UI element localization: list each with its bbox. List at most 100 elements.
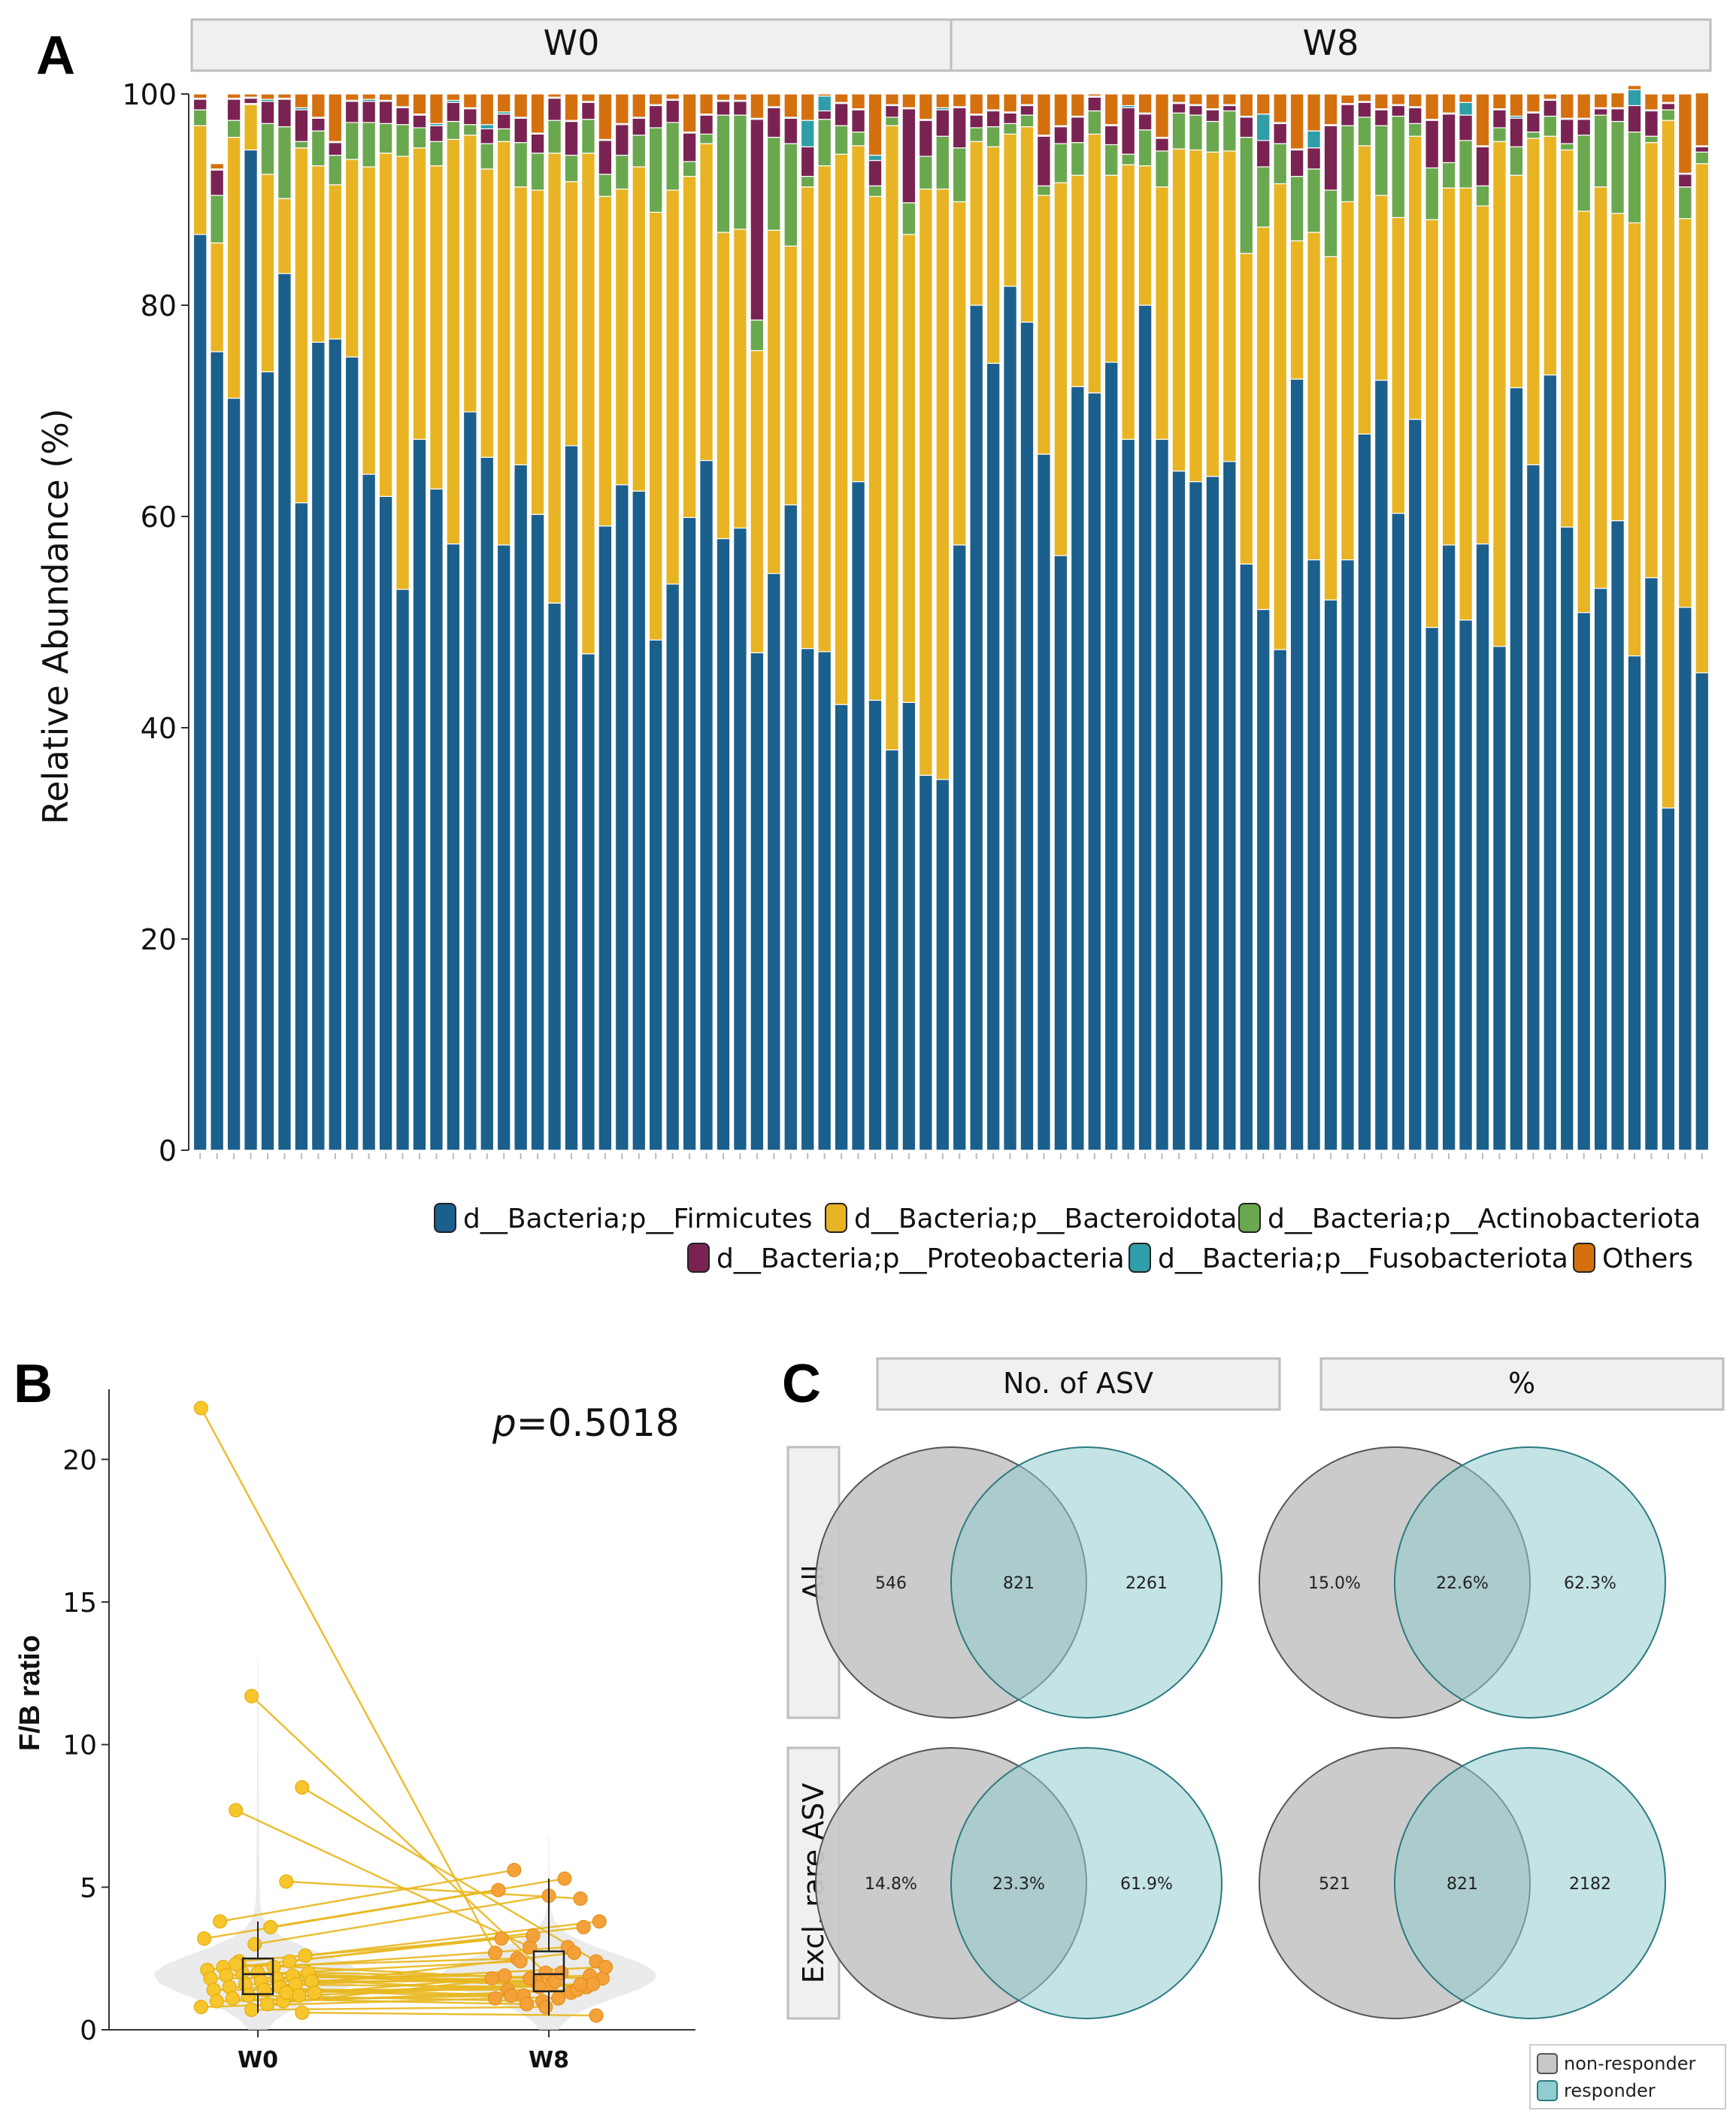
bar-segment [598, 93, 613, 141]
pair-line [304, 1920, 600, 1957]
venn-value-responder: 2261 [1126, 1574, 1168, 1593]
venn-value-nonresponder: 14.8% [865, 1875, 917, 1894]
bar-segment [614, 154, 629, 190]
bar-segment [1661, 109, 1676, 121]
bar-segment [1475, 205, 1490, 545]
bar-segment [598, 174, 613, 197]
bar-segment [766, 107, 781, 138]
bar-segment [260, 101, 275, 124]
bar-segment [952, 147, 967, 202]
bar-segment [1610, 213, 1625, 522]
point-w8 [538, 1965, 553, 1980]
bar-segment [514, 93, 529, 118]
bar-segment [1222, 461, 1237, 1151]
bar-segment [986, 126, 1001, 147]
bar-segment [868, 195, 883, 701]
bar-segment [1459, 140, 1473, 189]
bar-segment [1053, 126, 1068, 144]
bar-segment [766, 229, 781, 574]
point-w8 [484, 1971, 499, 1986]
bar-segment [733, 93, 747, 101]
bar-segment [1341, 125, 1355, 202]
bar-segment [1509, 146, 1524, 176]
bar-segment [1070, 174, 1085, 387]
venn-value-responder: 2182 [1569, 1875, 1611, 1894]
y-tick-label: 0 [159, 1134, 177, 1168]
bar-segment [1289, 149, 1304, 177]
bar-segment [581, 119, 595, 154]
legend-swatch [687, 1243, 710, 1273]
bar-segment [429, 141, 444, 167]
boxplots [241, 1878, 565, 2016]
bar-segment [1256, 609, 1271, 1151]
venn-value-nonresponder: 15.0% [1308, 1574, 1361, 1593]
bar-segment [834, 704, 849, 1151]
bar-segment [1019, 93, 1035, 105]
bar-segment [986, 362, 1001, 1151]
bar-segment [277, 93, 292, 99]
bar-segment [952, 544, 967, 1151]
bar-segment [1003, 123, 1017, 135]
bar-segment [412, 438, 427, 1151]
bar-segment [632, 490, 647, 1151]
bar-segment [1037, 135, 1051, 186]
bar-segment [834, 103, 849, 126]
bar-segment [766, 573, 781, 1151]
bar-segment [1155, 150, 1169, 188]
bar-segment [851, 109, 865, 133]
bar-segment [648, 127, 663, 213]
bar-segment [1341, 104, 1355, 126]
bar-segment [1492, 93, 1507, 110]
bar-segment [547, 93, 562, 98]
bar-segment [598, 525, 613, 1151]
bar-segment [328, 142, 343, 156]
bar-segment [244, 98, 258, 104]
bar-segment [1695, 163, 1710, 674]
bar-segment [632, 166, 647, 492]
bar-segment [1577, 93, 1592, 119]
facet-strip-percent [1319, 1357, 1725, 1411]
bar-segment [817, 119, 832, 167]
bar-segment [1407, 107, 1422, 124]
bar-segment [1644, 142, 1659, 579]
bar-segment [1003, 133, 1017, 287]
bar-segment [1492, 109, 1507, 129]
bar-segment [1019, 104, 1035, 116]
bar-segment [1509, 117, 1524, 147]
point-w0 [260, 1997, 275, 2012]
point-w8 [507, 1863, 522, 1878]
bar-segment [1695, 151, 1710, 165]
bar-segment [868, 185, 883, 197]
bar-segment [1323, 125, 1338, 191]
bar-segment [378, 101, 393, 124]
pair-line [301, 2011, 597, 2017]
bar-segment [244, 149, 258, 1151]
bar-segment [496, 114, 511, 129]
p-value-annotation: p=0.5018 [492, 1401, 680, 1445]
bar-segment [1627, 89, 1642, 107]
bar-segment [446, 93, 461, 101]
bar-segment [395, 124, 410, 157]
bar-segment [378, 123, 393, 154]
legend-label: d__Bacteria;p__Proteobacteria [717, 1243, 1125, 1274]
bar-segment [1138, 114, 1153, 131]
point-w0 [298, 1948, 313, 1963]
point-w0 [308, 1985, 323, 2000]
bar-segment [1037, 195, 1051, 455]
bar-segment [918, 188, 933, 776]
bar-segment [1273, 93, 1288, 123]
bar-segment [192, 234, 208, 1151]
bar-segment [496, 141, 511, 546]
bar-segment [311, 165, 326, 343]
bar-segment [1256, 114, 1271, 141]
bar-segment [1239, 253, 1254, 565]
bar-segment [800, 93, 815, 121]
bar-segment [1577, 210, 1592, 613]
bar-segment [1374, 195, 1389, 381]
bar-segment [1289, 175, 1304, 241]
point-w0 [193, 1401, 208, 1416]
bar-segment [344, 101, 359, 123]
bar-segment [564, 154, 579, 183]
legend-label: Others [1602, 1243, 1693, 1274]
bar-segment [1037, 93, 1051, 136]
